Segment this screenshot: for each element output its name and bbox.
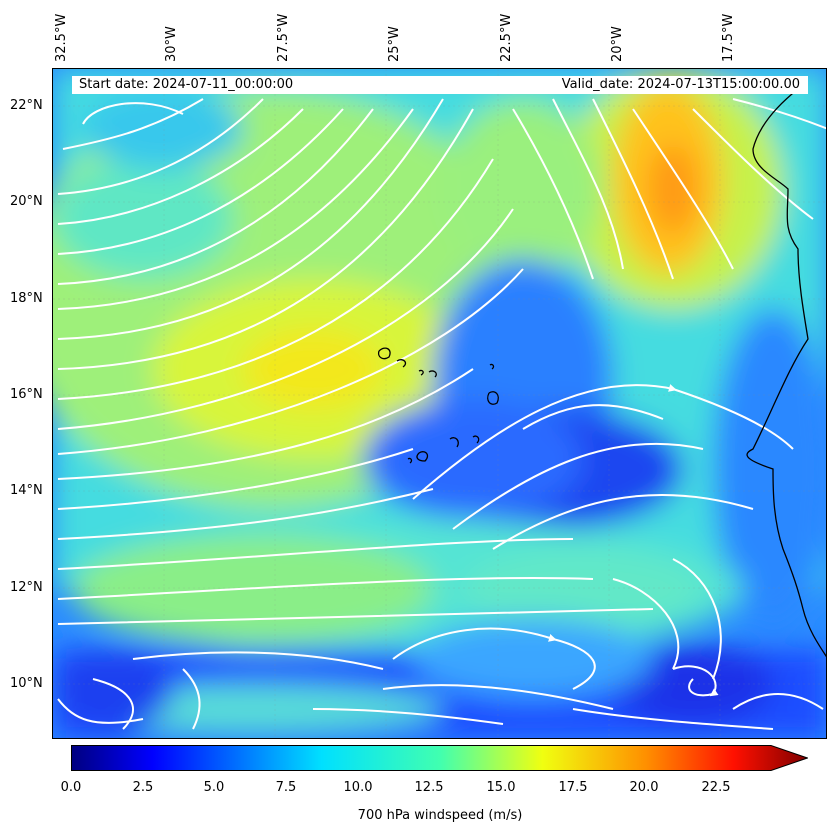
cbar-tick-5: 12.5 (414, 780, 444, 795)
windspeed-map (53, 69, 826, 738)
coastlines (377, 88, 826, 658)
colorbar (71, 745, 808, 771)
cbar-tick-7: 17.5 (558, 780, 588, 795)
map-panel (52, 68, 827, 739)
cbar-tick-4: 10.0 (343, 780, 373, 795)
lon-label-27.5W: 27.5°W (276, 13, 291, 62)
date-header: Start date: 2024-07-11_00:00:00 Valid_da… (72, 76, 808, 94)
lat-label-12N: 12°N (10, 580, 43, 595)
lon-label-32.5W: 32.5°W (54, 13, 69, 62)
colorbar-label: 700 hPa windspeed (m/s) (357, 808, 523, 823)
lat-label-22N: 22°N (10, 98, 43, 113)
lon-label-20W: 20°W (610, 26, 625, 62)
lon-label-30W: 30°W (164, 26, 179, 62)
cbar-tick-3: 7.5 (275, 780, 297, 795)
streamlines (57, 98, 826, 730)
cbar-tick-1: 2.5 (132, 780, 154, 795)
lat-label-16N: 16°N (10, 387, 43, 402)
valid-date-text: Valid_date: 2024-07-13T15:00:00.00 (561, 77, 800, 92)
lon-label-22.5W: 22.5°W (499, 13, 514, 62)
cbar-tick-8: 20.0 (629, 780, 659, 795)
start-date-text: Start date: 2024-07-11_00:00:00 (79, 77, 294, 92)
cbar-tick-9: 22.5 (701, 780, 731, 795)
lon-label-25W: 25°W (387, 26, 402, 62)
map-gridlines (53, 69, 826, 738)
lat-label-18N: 18°N (10, 291, 43, 306)
lat-label-14N: 14°N (10, 483, 43, 498)
windspeed-field (53, 69, 826, 738)
lat-label-10N: 10°N (10, 676, 43, 691)
colorbar-gradient (71, 745, 808, 771)
cbar-tick-0: 0.0 (60, 780, 82, 795)
lat-label-20N: 20°N (10, 194, 43, 209)
lon-label-17.5W: 17.5°W (721, 13, 736, 62)
cbar-tick-6: 15.0 (486, 780, 516, 795)
cbar-tick-2: 5.0 (203, 780, 225, 795)
